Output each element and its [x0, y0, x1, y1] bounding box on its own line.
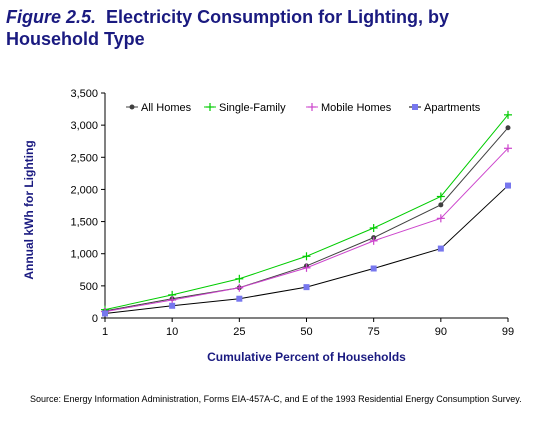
- data-point: [206, 103, 214, 111]
- y-tick-label: 2,500: [70, 152, 98, 164]
- series-line: [104, 185, 509, 314]
- legend-item: Mobile Homes: [306, 102, 392, 114]
- chart-axes: 0 500 1,000 1,500 2,000 2,500 3,000 3,500 1 10 25 5…: [70, 88, 514, 338]
- data-point: [504, 110, 512, 119]
- x-tick-label: 75: [368, 326, 380, 338]
- data-point: [235, 274, 244, 283]
- x-axis-label: Cumulative Percent of Households: [207, 350, 406, 364]
- data-point: [303, 284, 310, 291]
- y-tick-label: 1,500: [70, 217, 98, 229]
- y-axis-label: Annual kWh for Lighting: [22, 140, 36, 280]
- legend-item: Single-Family: [204, 102, 286, 114]
- data-point: [129, 104, 135, 110]
- series-apartments: [102, 182, 511, 317]
- data-point: [505, 125, 511, 131]
- data-point: [436, 192, 445, 201]
- legend-item: All Homes: [126, 102, 192, 114]
- legend-label: Apartments: [424, 102, 481, 114]
- x-tick-label: 10: [166, 326, 178, 338]
- x-tick-label: 25: [233, 326, 245, 338]
- data-point: [437, 245, 444, 252]
- data-point: [169, 302, 176, 309]
- legend-label: Single-Family: [219, 102, 286, 114]
- x-tick-label: 90: [435, 326, 447, 338]
- y-axis-label-container: Annual kWh for Lighting: [22, 130, 42, 290]
- x-tick-label: 50: [300, 326, 312, 338]
- y-tick-label: 3,000: [70, 120, 98, 132]
- data-point: [505, 182, 511, 189]
- data-point: [168, 296, 177, 304]
- x-tick-label: 1: [102, 326, 108, 338]
- data-point: [504, 144, 512, 153]
- data-point: [102, 310, 108, 317]
- chart-series: [101, 110, 512, 317]
- data-point: [302, 263, 311, 272]
- y-tick-label: 0: [92, 313, 98, 325]
- title-text: Electricity Consumption for Lighting, by…: [6, 7, 450, 49]
- data-point: [236, 295, 243, 302]
- chart-title: Figure 2.5. Electricity Consumption for …: [6, 6, 546, 50]
- data-point: [235, 283, 244, 292]
- series-single-family: [101, 110, 512, 314]
- data-point: [370, 265, 377, 272]
- figure-label: Figure 2.5.: [6, 7, 97, 27]
- data-point: [369, 224, 378, 232]
- x-tick-label: 99: [502, 326, 514, 338]
- y-tick-label: 500: [80, 281, 98, 293]
- legend-label: All Homes: [141, 102, 192, 114]
- series-line: [104, 114, 509, 311]
- data-point: [438, 202, 444, 208]
- y-tick-label: 1,000: [70, 249, 98, 261]
- data-point: [412, 104, 418, 110]
- series-line: [104, 127, 509, 312]
- data-point: [369, 236, 378, 245]
- legend-item: Apartments: [409, 102, 481, 114]
- data-point: [308, 103, 316, 111]
- legend-label: Mobile Homes: [321, 102, 392, 114]
- y-tick-label: 2,000: [70, 184, 98, 196]
- chart-legend: All Homes Single-Family Mobile Homes Apartm…: [126, 102, 481, 114]
- y-tick-label: 3,500: [70, 88, 98, 100]
- data-point: [302, 252, 311, 261]
- data-point: [436, 214, 445, 223]
- source-note: Source: Energy Information Administratio…: [30, 394, 522, 404]
